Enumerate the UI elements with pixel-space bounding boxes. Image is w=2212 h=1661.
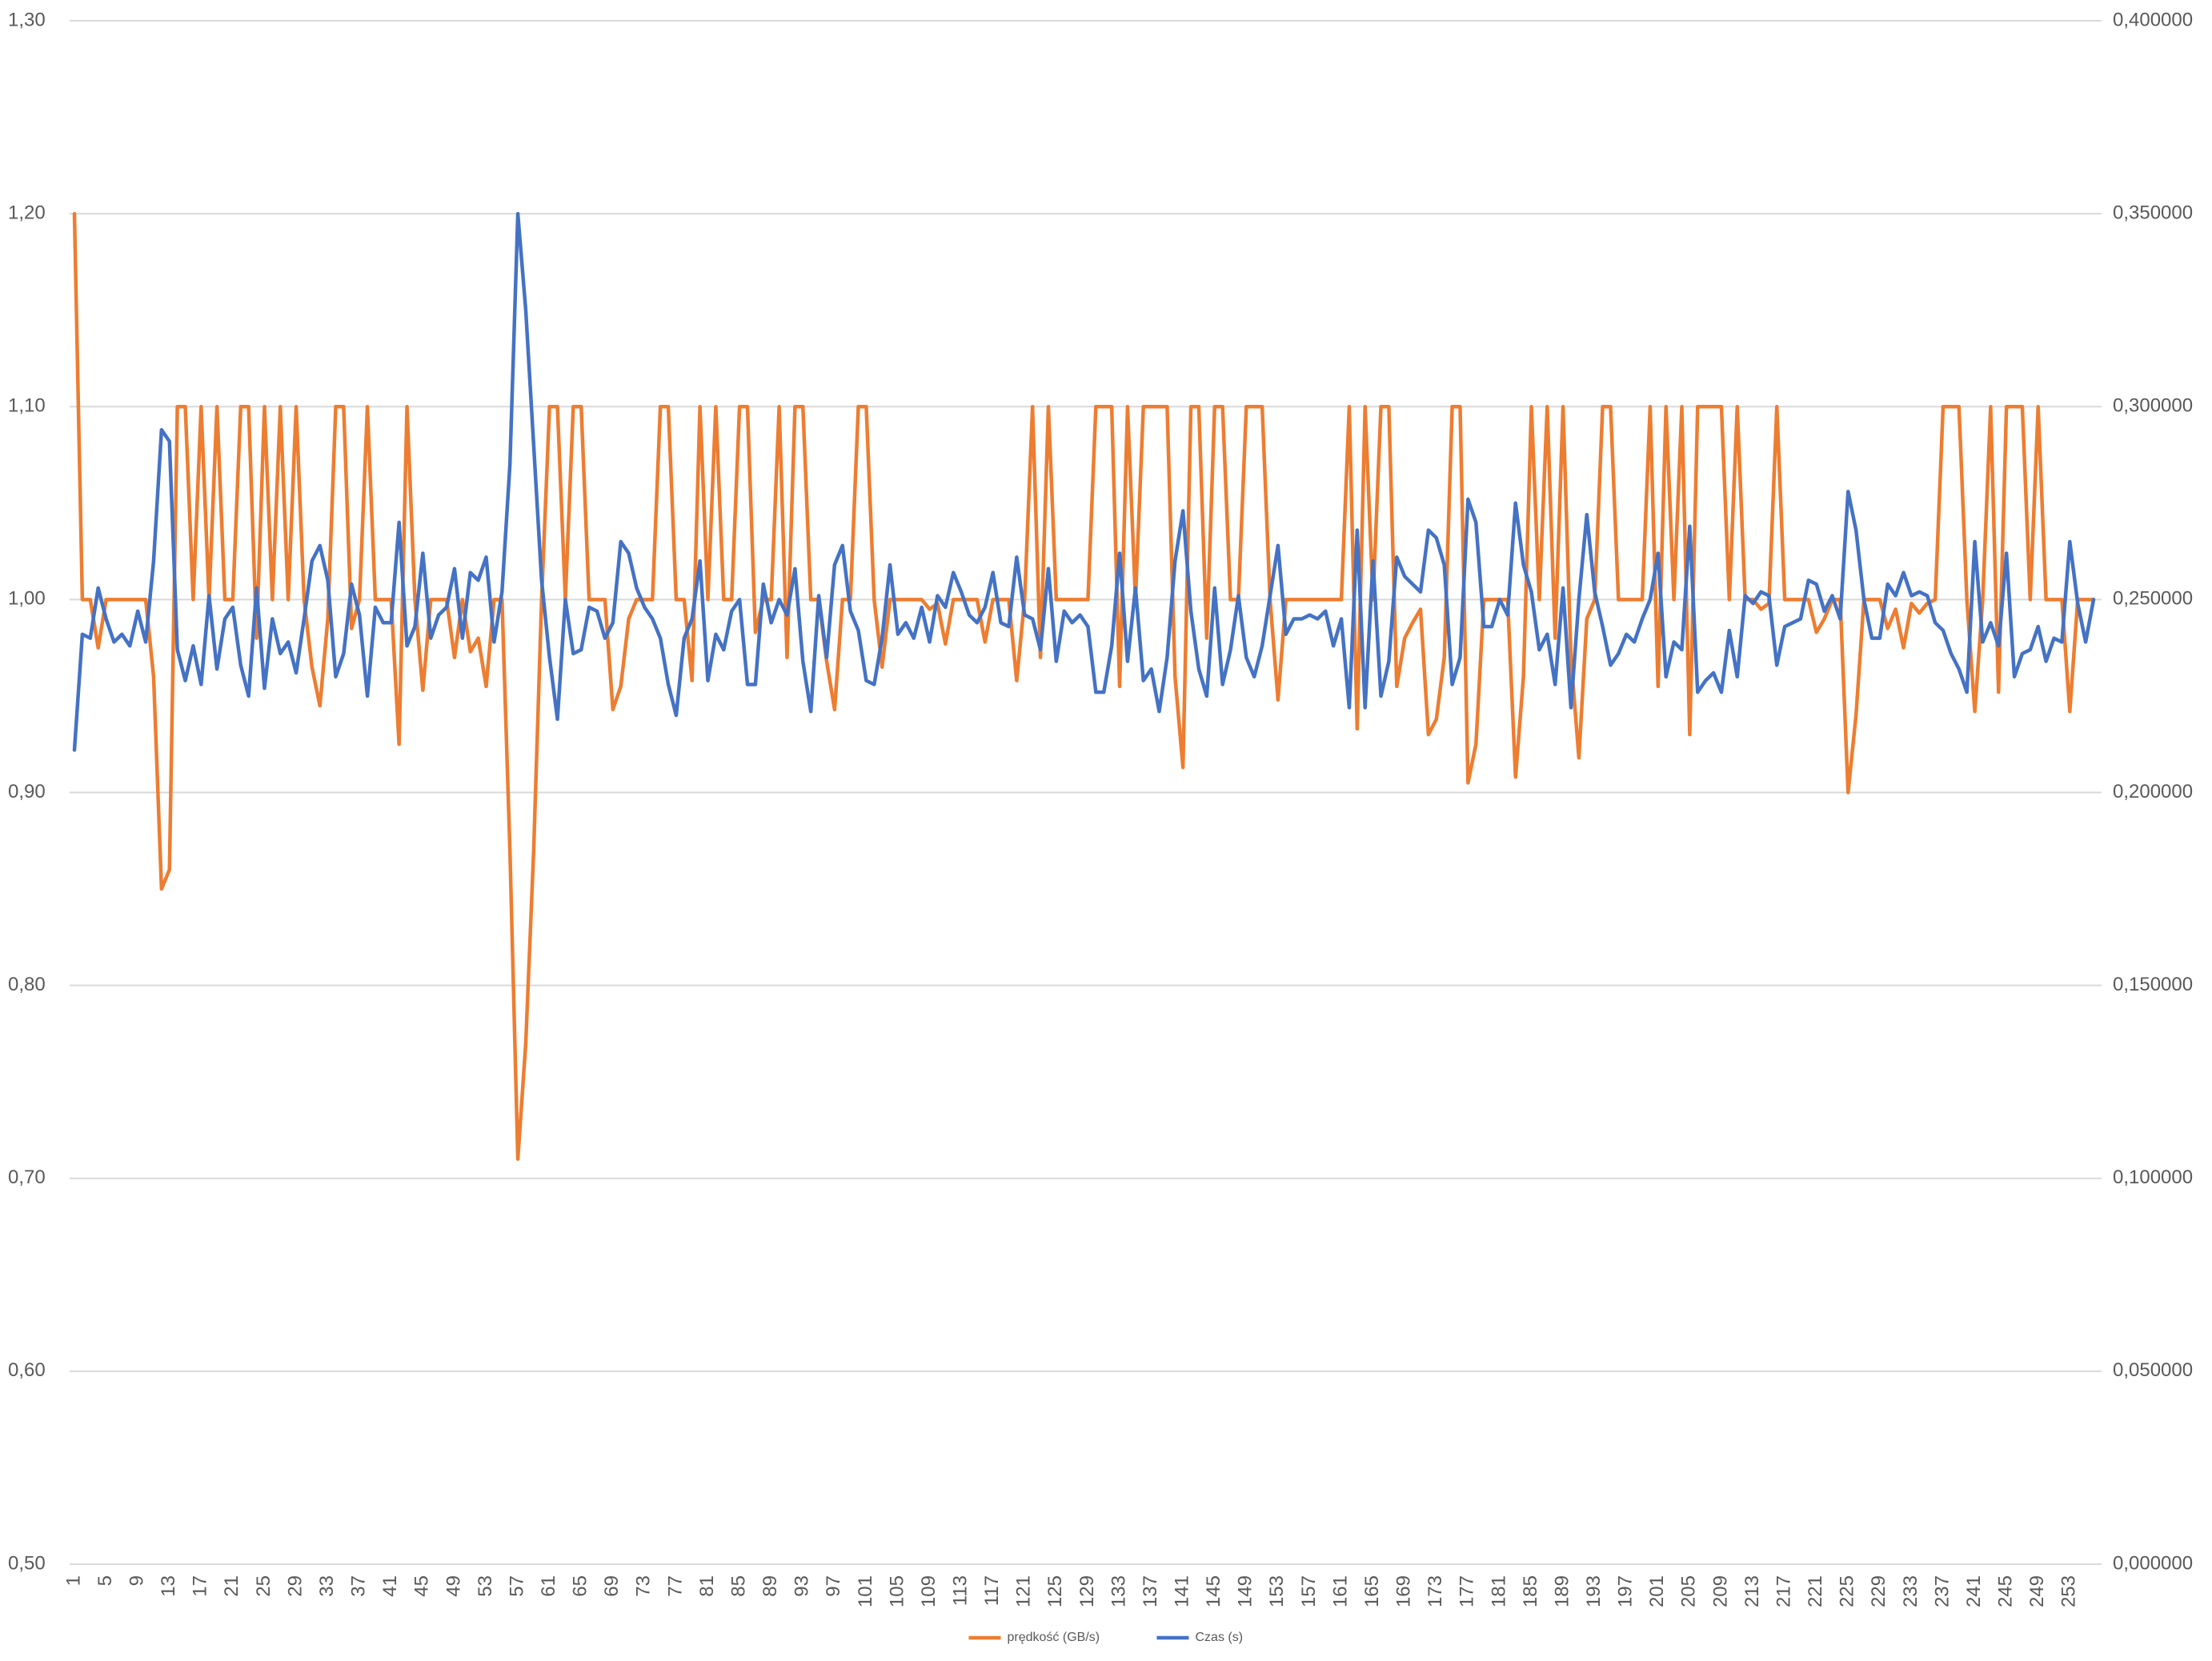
x-tick-label: 49: [443, 1575, 464, 1597]
x-tick-label: 101: [855, 1575, 876, 1607]
x-tick-label: 29: [284, 1575, 306, 1597]
x-tick-label: 137: [1140, 1575, 1161, 1607]
y2-tick-label: 0,350000: [2113, 202, 2193, 223]
y-tick-label: 0,70: [8, 1167, 46, 1188]
x-tick-label: 209: [1709, 1575, 1731, 1607]
y-tick-label: 0,80: [8, 974, 46, 995]
y-tick-label: 0,60: [8, 1359, 46, 1381]
x-tick-label: 57: [506, 1575, 527, 1597]
x-tick-label: 53: [475, 1575, 496, 1597]
x-tick-label: 249: [2026, 1575, 2048, 1607]
x-tick-label: 233: [1900, 1575, 1921, 1607]
x-tick-label: 5: [94, 1575, 116, 1586]
x-tick-label: 201: [1646, 1575, 1668, 1607]
x-tick-label: 129: [1076, 1575, 1098, 1607]
y2-tick-label: 0,150000: [2113, 974, 2193, 995]
x-tick-label: 157: [1298, 1575, 1320, 1607]
x-tick-label: 45: [411, 1575, 433, 1597]
x-tick-label: 217: [1773, 1575, 1794, 1607]
legend-item: prędkość (GB/s): [968, 1631, 1100, 1644]
x-tick-label: 173: [1425, 1575, 1446, 1607]
x-tick-label: 109: [918, 1575, 940, 1607]
y-tick-label: 0,90: [8, 781, 46, 802]
y-tick-label: 1,10: [8, 395, 46, 417]
x-tick-label: 121: [1013, 1575, 1035, 1607]
x-tick-label: 189: [1551, 1575, 1573, 1607]
x-tick-label: 205: [1678, 1575, 1700, 1607]
x-tick-label: 177: [1457, 1575, 1478, 1607]
legend-label: prędkość (GB/s): [1008, 1631, 1100, 1644]
y-tick-label: 1,30: [8, 9, 46, 30]
x-tick-label: 149: [1235, 1575, 1256, 1607]
x-tick-label: 125: [1044, 1575, 1066, 1607]
x-tick-label: 1: [62, 1575, 84, 1586]
y2-tick-label: 0,200000: [2113, 781, 2193, 802]
x-tick-label: 193: [1583, 1575, 1605, 1607]
x-tick-label: 97: [823, 1575, 844, 1597]
y-tick-label: 1,00: [8, 588, 46, 610]
x-tick-label: 245: [1995, 1575, 2017, 1607]
x-tick-label: 17: [190, 1575, 211, 1597]
x-tick-label: 229: [1868, 1575, 1889, 1607]
y-tick-label: 0,50: [8, 1552, 46, 1574]
x-tick-label: 213: [1741, 1575, 1763, 1607]
x-tick-label: 133: [1108, 1575, 1129, 1607]
x-tick-label: 73: [633, 1575, 655, 1597]
x-tick-label: 181: [1488, 1575, 1509, 1607]
x-tick-label: 185: [1520, 1575, 1541, 1607]
x-tick-label: 113: [949, 1575, 971, 1606]
x-tick-label: 93: [791, 1575, 813, 1597]
series-line: [72, 211, 2096, 1161]
x-tick-label: 33: [316, 1575, 338, 1597]
x-tick-label: 77: [664, 1575, 686, 1597]
x-tick-label: 153: [1266, 1575, 1288, 1607]
y2-tick-label: 0,000000: [2113, 1552, 2193, 1574]
x-tick-label: 225: [1837, 1575, 1858, 1607]
x-tick-label: 105: [886, 1575, 908, 1607]
y2-tick-label: 0,300000: [2113, 395, 2193, 417]
y-tick-label: 1,20: [8, 202, 46, 223]
x-tick-label: 25: [253, 1575, 274, 1597]
x-tick-label: 169: [1393, 1575, 1415, 1607]
x-tick-label: 237: [1931, 1575, 1953, 1607]
x-tick-label: 61: [538, 1575, 559, 1597]
x-tick-label: 141: [1172, 1575, 1193, 1607]
x-tick-label: 81: [696, 1575, 718, 1597]
x-tick-label: 69: [601, 1575, 623, 1597]
y2-tick-label: 0,100000: [2113, 1167, 2193, 1188]
x-tick-label: 85: [727, 1575, 749, 1597]
x-tick-label: 241: [1963, 1575, 1985, 1607]
x-tick-label: 197: [1615, 1575, 1637, 1607]
x-tick-label: 9: [126, 1575, 147, 1586]
x-tick-label: 165: [1361, 1575, 1383, 1607]
x-tick-label: 65: [570, 1575, 591, 1597]
y2-tick-label: 0,050000: [2113, 1359, 2193, 1381]
x-tick-label: 21: [221, 1575, 242, 1597]
legend-label: Czas (s): [1196, 1631, 1244, 1644]
x-tick-label: 161: [1329, 1575, 1351, 1607]
series-line: [72, 211, 2096, 752]
legend-item: Czas (s): [1156, 1631, 1244, 1644]
x-tick-label: 41: [379, 1575, 401, 1597]
x-tick-label: 117: [981, 1575, 1003, 1606]
x-tick-label: 145: [1203, 1575, 1224, 1607]
x-tick-label: 221: [1805, 1575, 1826, 1607]
x-tick-label: 13: [158, 1575, 179, 1597]
y2-tick-label: 0,400000: [2113, 9, 2193, 30]
x-tick-label: 89: [759, 1575, 781, 1597]
x-tick-label: 253: [2058, 1575, 2080, 1607]
x-tick-label: 37: [348, 1575, 370, 1597]
y2-tick-label: 0,250000: [2113, 588, 2193, 610]
